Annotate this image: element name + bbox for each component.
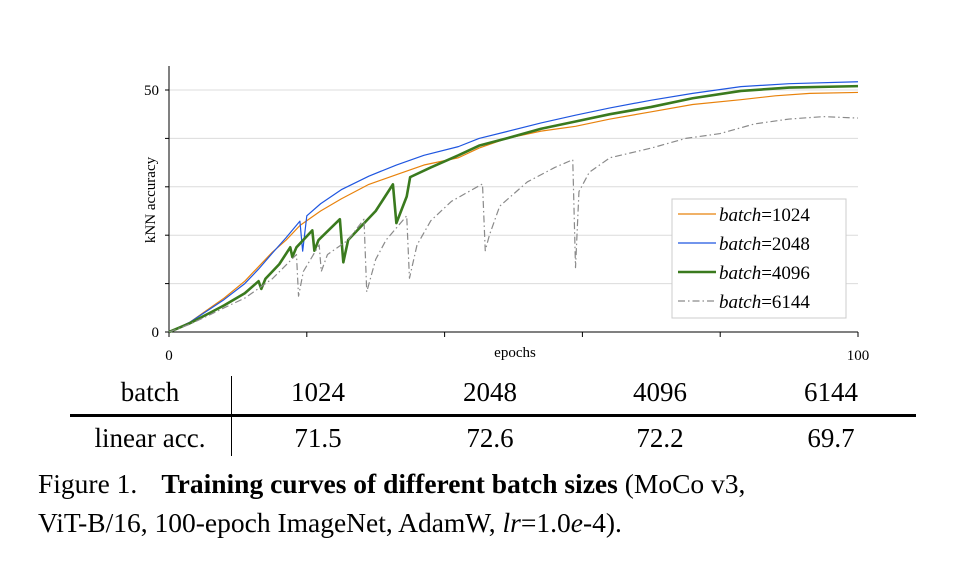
table-cell-6144: 69.7 <box>807 423 855 453</box>
x-tick-label: 0 <box>165 348 173 364</box>
y-tick-label: 0 <box>152 325 160 341</box>
x-tick-label: 100 <box>847 348 870 364</box>
tick-labels: 0 50 0 100 <box>144 83 869 364</box>
table-header-2048: 2048 <box>463 377 517 407</box>
x-axis-label: epochs <box>494 345 536 361</box>
series-line-batch-4096 <box>168 84 859 334</box>
y-axis-label: kNN accuracy <box>143 156 159 243</box>
caption-line-1: Figure 1. Training curves of different ba… <box>38 468 745 500</box>
caption-line-2: ViT-B/16, 100-epoch ImageNet, AdamW, lr=… <box>38 507 622 539</box>
caption-text-2: ViT-B/16, 100-epoch ImageNet, AdamW, <box>38 507 503 538</box>
series-line-batch-2048 <box>168 81 859 333</box>
legend-label: batch=2048 <box>719 234 810 255</box>
table-header-1024: 1024 <box>291 377 345 407</box>
table-cell-2048: 72.6 <box>466 423 514 453</box>
table-cell-4096: 72.2 <box>636 423 684 453</box>
axes <box>165 66 859 337</box>
caption-lr-end: -4). <box>582 507 622 538</box>
table-horizontal-rule <box>70 414 916 417</box>
caption-lr-eq: =1.0 <box>520 507 571 538</box>
legend-box <box>671 198 847 319</box>
legend-label: batch=6144 <box>719 292 810 313</box>
series-lines <box>168 81 859 334</box>
table-row-label: linear acc. <box>94 423 206 453</box>
caption-label: Figure 1. <box>38 468 138 499</box>
series-line-batch-1024 <box>168 91 859 333</box>
caption-text-1: (MoCo v3, <box>617 468 746 499</box>
table-header-4096: 4096 <box>633 377 687 407</box>
caption-title: Training curves of different batch sizes <box>161 468 618 499</box>
table-header-batch: batch <box>120 377 180 407</box>
legend-label: batch=4096 <box>719 263 810 284</box>
table-header-6144: 6144 <box>804 377 858 407</box>
legend-label: batch=1024 <box>719 205 810 226</box>
table-cell-1024: 71.5 <box>294 423 342 453</box>
y-tick-label: 50 <box>144 83 159 99</box>
caption-lr-e: e <box>570 507 583 538</box>
caption-lr: lr <box>502 507 521 538</box>
legend: batch=1024 batch=2048 batch=4096 batch=6144 <box>671 198 847 319</box>
